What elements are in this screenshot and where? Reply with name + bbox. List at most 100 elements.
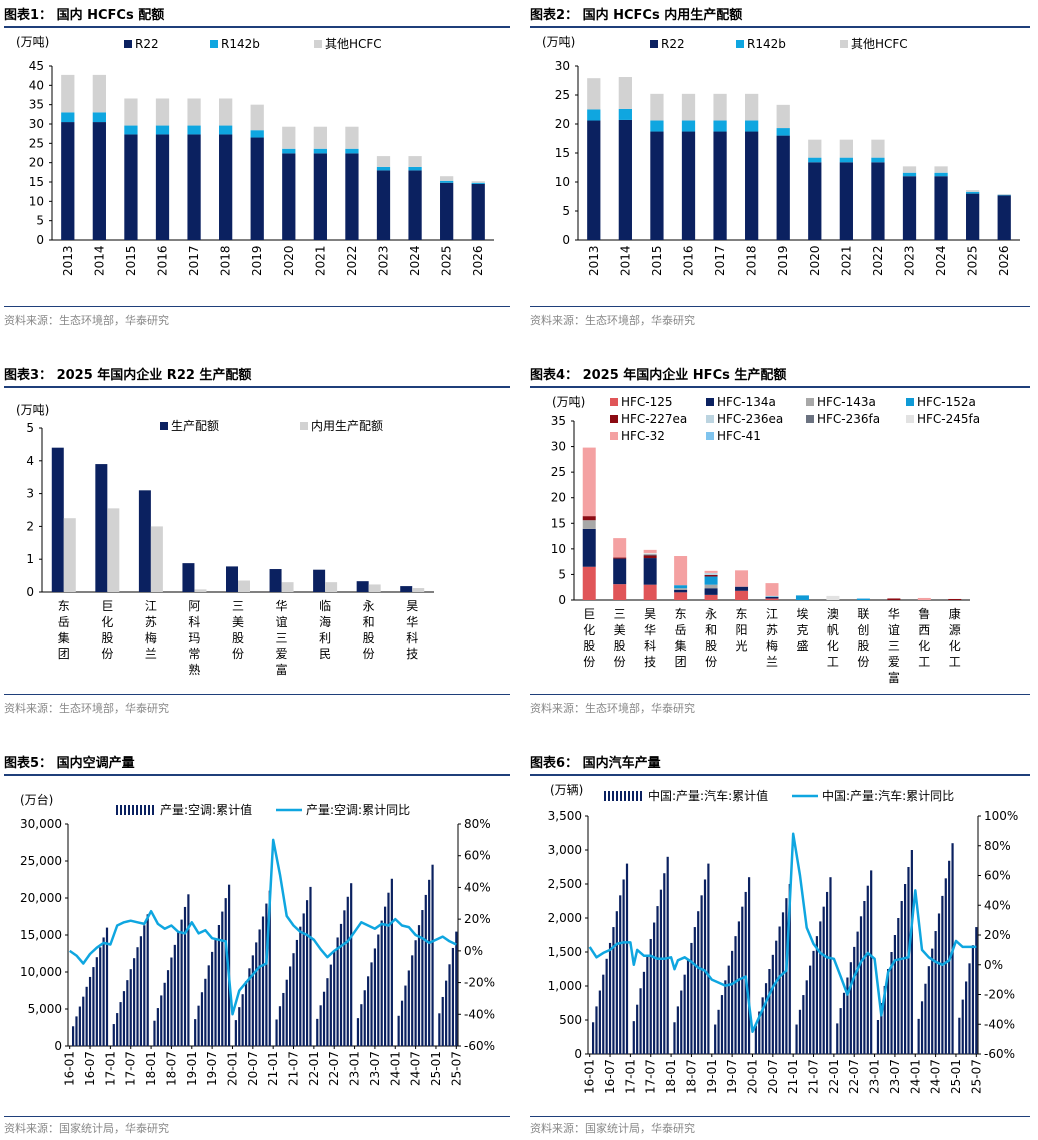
c3-ytick: 2 <box>26 519 34 533</box>
chart-5-svg: (万台) 产量:空调:累计值 产量:空调:累计同比 0 5,000 10,000 15,00… <box>20 792 495 1086</box>
c1-xtick: 2024 <box>408 245 422 276</box>
c5-bar-month <box>445 980 448 1046</box>
c1-xtick: 2016 <box>156 245 170 276</box>
c3-ytick: 1 <box>26 552 34 566</box>
c6-bar-month <box>859 916 863 1054</box>
c6-xtick: 18-01 <box>664 1059 678 1094</box>
c6-ytick: 2,000 <box>548 911 582 925</box>
c1-bar-其他HCFC <box>124 98 138 126</box>
c5-bar-month <box>241 994 244 1046</box>
c1-ytick: 35 <box>29 98 44 112</box>
c5-bar-month <box>194 1019 197 1046</box>
c5-y2tick: 40% <box>464 880 491 894</box>
c5-bar-month <box>163 982 166 1046</box>
c5-y2tick: 60% <box>464 849 491 863</box>
c1-ytick: 25 <box>29 136 44 150</box>
c3-ytick: 3 <box>26 487 34 501</box>
chart-6-top-rule <box>530 774 1030 776</box>
c4-bar-HFC-134a <box>735 586 749 591</box>
c6-bar-month <box>741 906 744 1054</box>
c1-bar-R22 <box>187 134 201 240</box>
chart-4-heading: 图表4： 2025 年国内企业 HFCs 生产配额 <box>530 368 787 383</box>
c5-bar-month <box>278 1006 282 1046</box>
chart-3-svg: (万吨) 生产配额 内用生产配额 0 1 2 3 4 5 东岳集团 巨化股份 江苏梅兰 阿科玛常熟 三美股… <box>16 403 434 677</box>
c4-legend-3-swatch <box>906 398 914 406</box>
c6-bar-month <box>605 958 608 1054</box>
chart-2-top-rule <box>530 26 1030 28</box>
c1-bar-其他HCFC <box>61 74 75 113</box>
c2-bar-R142b <box>713 120 727 132</box>
c6-bar-month <box>937 913 941 1054</box>
c6-bar-month <box>900 901 903 1054</box>
c2-bar-其他HCFC <box>713 93 727 121</box>
c6-legend-1-label: 中国:产量:汽车:累计同比 <box>822 788 954 803</box>
c5-bar-month <box>255 942 258 1046</box>
c6-bar-month <box>697 911 700 1054</box>
c5-bar-month <box>78 1006 81 1046</box>
chart-3-source: 资料来源：生态环境部，华泰研究 <box>4 702 169 715</box>
c6-bar-month <box>893 935 897 1054</box>
c6-bar-month <box>920 1001 924 1054</box>
c6-xtick: 17-01 <box>623 1059 637 1094</box>
c6-bar-month <box>975 927 978 1054</box>
c5-bar-month <box>133 958 136 1046</box>
c5-bar-month <box>397 1015 400 1046</box>
c2-xtick: 2023 <box>903 245 917 276</box>
c5-legend-0-swatch <box>152 805 154 815</box>
c6-legend-0-swatch <box>640 791 642 801</box>
c6-bar-month <box>887 969 890 1054</box>
c5-bar-month <box>292 953 295 1046</box>
chart-4-top-rule <box>530 386 1030 388</box>
c1-bar-R22 <box>250 137 264 240</box>
c4-bar-HFC-236fa <box>643 554 657 556</box>
chart-4-bottom-rule <box>530 694 1030 695</box>
c5-bar-month <box>336 937 339 1046</box>
c1-bar-R142b <box>408 166 422 171</box>
c4-bar-HFC-32 <box>704 570 718 573</box>
c5-bar-month <box>316 1018 319 1046</box>
c5-bar-month <box>170 957 173 1046</box>
c1-bar-R142b <box>187 125 201 135</box>
c2-bar-R22 <box>650 131 664 240</box>
c5-bar-month <box>404 985 407 1046</box>
c2-bar-其他HCFC <box>839 139 853 158</box>
c5-xtick: 20-07 <box>246 1051 260 1086</box>
c2-legend-0-label: R22 <box>661 37 685 51</box>
c3-unit: (万吨) <box>16 403 49 417</box>
c1-legend-0-label: R22 <box>135 37 159 51</box>
c5-bar-month <box>211 951 214 1046</box>
c6-unit: (万辆) <box>550 783 583 797</box>
c6-bar-month <box>907 867 910 1054</box>
c1-bar-R142b <box>250 130 264 138</box>
c6-bar-month <box>649 938 652 1054</box>
c6-xtick: 20-07 <box>766 1059 780 1094</box>
c6-bar-month <box>700 895 703 1054</box>
c5-bar-month <box>146 914 149 1046</box>
c2-legend-2-label: 其他HCFC <box>851 37 908 51</box>
chart-5-bottom-rule <box>4 1116 510 1117</box>
c4-bar-HFC-32 <box>643 549 657 553</box>
c2-unit: (万吨) <box>542 35 575 49</box>
c5-bar-month <box>95 957 98 1046</box>
c4-bar-HFC-227ea <box>582 516 596 521</box>
c1-ytick: 5 <box>36 214 44 228</box>
c1-bar-R22 <box>408 170 422 240</box>
c6-xtick: 21-01 <box>786 1059 800 1094</box>
c6-bar-month <box>941 895 944 1054</box>
c5-bar-month <box>248 968 251 1046</box>
c6-xtick: 24-01 <box>908 1059 922 1094</box>
c5-bar-month <box>183 906 187 1046</box>
c4-unit: (万吨) <box>552 395 585 409</box>
c5-legend-0-swatch <box>132 805 134 815</box>
c4-bar-HFC-134a <box>643 558 657 585</box>
c4-legend-8-label: HFC-32 <box>621 429 665 443</box>
c6-bar-month <box>663 873 666 1054</box>
c5-bar-month <box>441 996 444 1046</box>
c6-bar-month <box>727 965 730 1054</box>
c4-xtick: 江苏梅兰 <box>766 607 778 669</box>
c5-bar-month <box>85 986 88 1046</box>
c6-ytick: 500 <box>559 1013 582 1027</box>
c1-bar-其他HCFC <box>345 126 359 149</box>
c5-xtick: 19-07 <box>205 1051 219 1086</box>
c6-bar-month <box>615 911 618 1054</box>
